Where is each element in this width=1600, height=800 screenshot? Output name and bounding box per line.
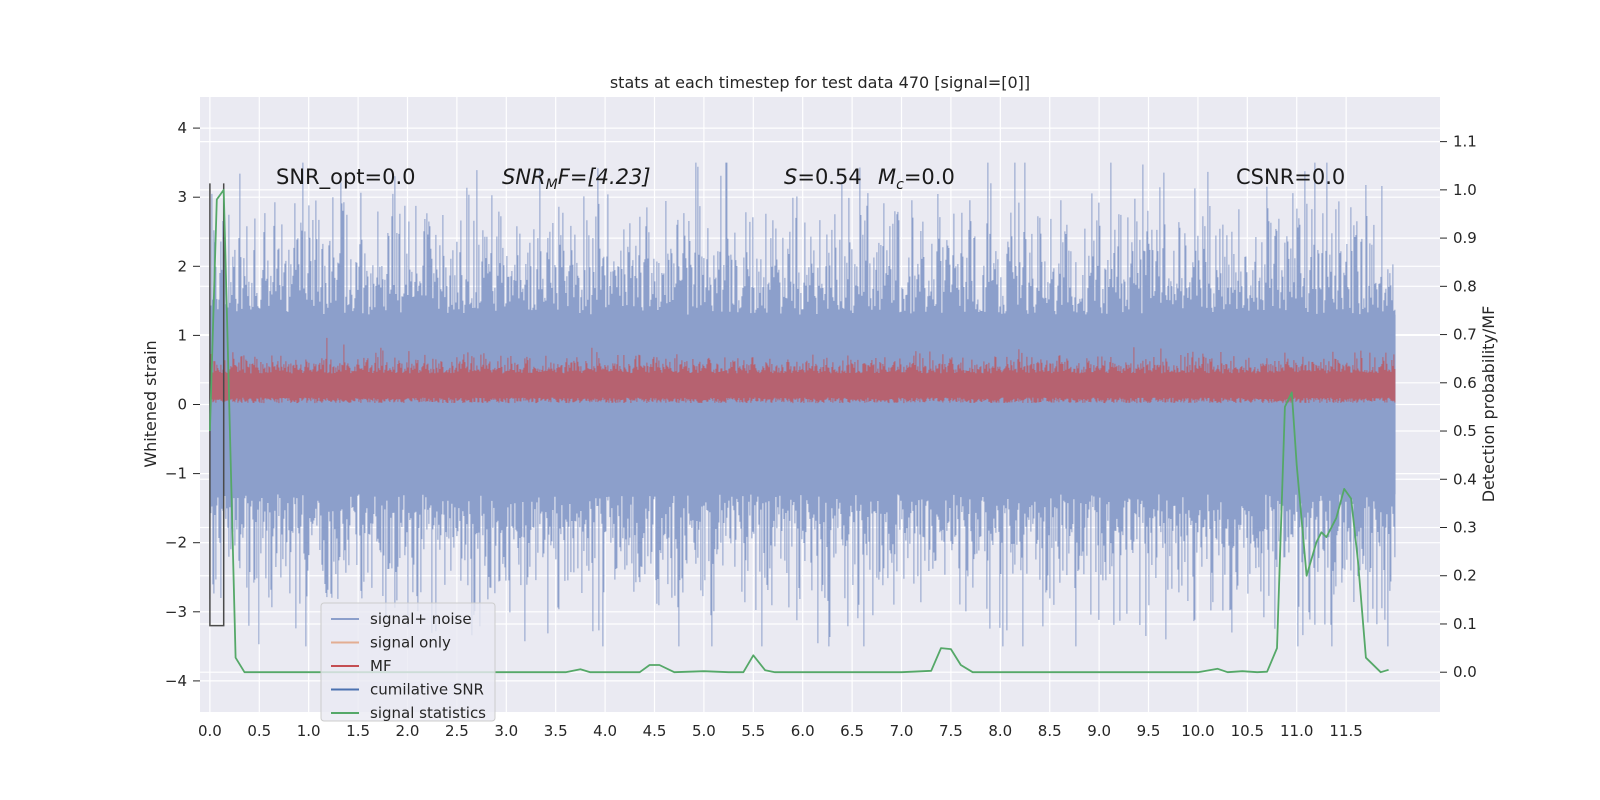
y2-tick-label: 0.6 xyxy=(1453,374,1477,392)
x-tick-label: 0.0 xyxy=(198,722,222,740)
y2-tick-label: 0.1 xyxy=(1453,615,1477,633)
x-tick-label: 8.5 xyxy=(1038,722,1062,740)
y2-tick-label: 0.0 xyxy=(1453,663,1477,681)
x-tick-label: 0.5 xyxy=(247,722,271,740)
y2-axis-label: Detection probability/MF xyxy=(1479,306,1498,503)
y-axis-ticks: 4 3 2 1 0 −1 −2 −3 −4 xyxy=(165,119,200,690)
y2-tick-label: 1.1 xyxy=(1453,133,1477,151)
y2-tick-label: 0.4 xyxy=(1453,470,1477,488)
legend-label: signal statistics xyxy=(370,704,486,722)
legend-label: MF xyxy=(370,657,392,675)
mc-value: =0.0 xyxy=(904,165,955,189)
chart-title: stats at each timestep for test data 470… xyxy=(610,73,1030,92)
x-axis-ticks: 0.0 0.5 1.0 1.5 2.0 2.5 3.0 3.5 4.0 4.5 5.0 5.5 6.0 6… xyxy=(198,722,1363,740)
x-tick-label: 5.5 xyxy=(741,722,765,740)
y-tick-label: 4 xyxy=(177,119,187,137)
mc-var: M xyxy=(878,165,896,189)
x-tick-label: 5.0 xyxy=(692,722,716,740)
x-tick-label: 6.5 xyxy=(840,722,864,740)
mc-subscript: c xyxy=(896,177,904,193)
y2-tick-label: 0.8 xyxy=(1453,277,1477,295)
x-tick-label: 2.5 xyxy=(445,722,469,740)
x-tick-label: 1.0 xyxy=(297,722,321,740)
x-tick-label: 7.5 xyxy=(939,722,963,740)
legend-box xyxy=(320,602,496,722)
y-axis-label: Whitened strain xyxy=(141,340,160,467)
x-tick-label: 11.0 xyxy=(1280,722,1313,740)
x-tick-label: 10.5 xyxy=(1231,722,1264,740)
annotation-csnr: CSNR=0.0 xyxy=(1236,165,1345,189)
legend: signal+ noise signal only MF cumilative SNR… xyxy=(320,602,496,722)
x-tick-label: 6.0 xyxy=(791,722,815,740)
y2-tick-label: 0.5 xyxy=(1453,422,1477,440)
annotation-snr-opt: SNR_opt=0.0 xyxy=(276,165,416,190)
x-tick-label: 4.0 xyxy=(593,722,617,740)
y-tick-label: −3 xyxy=(165,603,187,621)
x-tick-label: 4.5 xyxy=(643,722,667,740)
annotation-s: S=0.54 xyxy=(784,165,862,189)
y2-axis-ticks: 1.1 1.0 0.9 0.8 0.7 0.6 0.5 0.4 0.3 0.2 0.1 0.0 xyxy=(1440,133,1477,681)
annotation-snr-mf: SNRMF=[4.23] xyxy=(502,165,651,193)
x-tick-label: 2.0 xyxy=(396,722,420,740)
y2-tick-label: 0.3 xyxy=(1453,519,1477,537)
snr-mf-var: SNR xyxy=(502,165,546,189)
s-value: =0.54 xyxy=(797,165,861,189)
y-tick-label: 0 xyxy=(177,396,187,414)
legend-label: signal only xyxy=(370,634,451,652)
signal-statistics-series xyxy=(209,188,1389,674)
snr-mf-f: F=[4.23] xyxy=(558,165,651,189)
x-tick-label: 3.0 xyxy=(494,722,518,740)
s-var: S xyxy=(784,165,797,189)
x-tick-label: 3.5 xyxy=(544,722,568,740)
x-tick-label: 9.0 xyxy=(1087,722,1111,740)
annotation-mc: Mc=0.0 xyxy=(878,165,955,193)
snr-mf-subscript: M xyxy=(546,177,558,193)
y2-tick-label: 0.2 xyxy=(1453,567,1477,585)
y2-tick-label: 0.7 xyxy=(1453,326,1477,344)
y-tick-label: −2 xyxy=(165,534,187,552)
x-tick-label: 1.5 xyxy=(346,722,370,740)
signal-statistics-line xyxy=(209,188,1389,674)
x-tick-label: 8.0 xyxy=(988,722,1012,740)
y-tick-label: −1 xyxy=(165,465,187,483)
y-tick-label: 1 xyxy=(177,326,187,344)
legend-label: cumilative SNR xyxy=(370,681,484,699)
y-tick-label: 2 xyxy=(177,257,187,275)
y-tick-label: −4 xyxy=(165,672,187,690)
x-tick-label: 10.0 xyxy=(1181,722,1214,740)
y2-tick-label: 1.0 xyxy=(1453,181,1477,199)
y-tick-label: 3 xyxy=(177,188,187,206)
y2-tick-label: 0.9 xyxy=(1453,229,1477,247)
x-tick-label: 7.0 xyxy=(890,722,914,740)
legend-label: signal+ noise xyxy=(370,610,472,628)
x-tick-label: 11.5 xyxy=(1329,722,1362,740)
x-tick-label: 9.5 xyxy=(1137,722,1161,740)
signal-noise-series xyxy=(209,162,1396,647)
